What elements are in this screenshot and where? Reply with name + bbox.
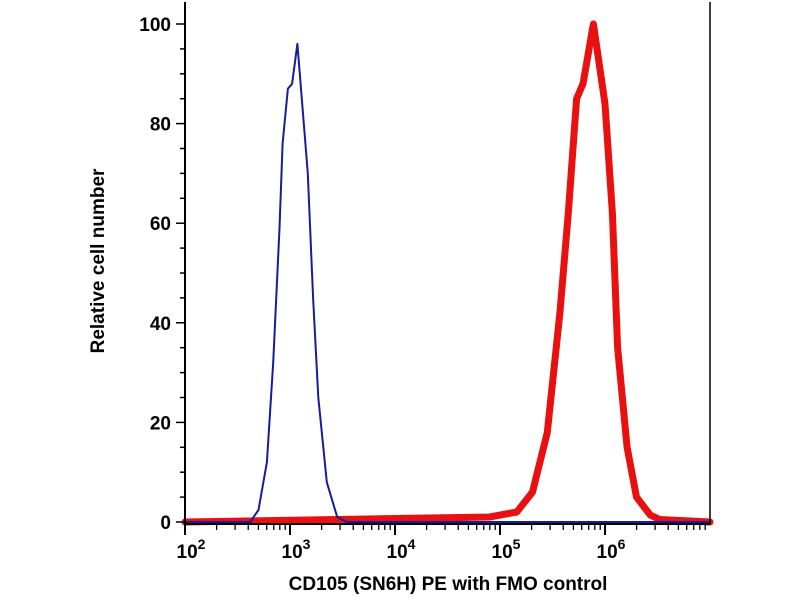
x-tick-base: 10	[597, 542, 618, 563]
y-tick-label: 0	[160, 513, 171, 534]
y-tick-label: 20	[150, 413, 171, 434]
x-tick-base: 10	[177, 542, 198, 563]
y-axis-title: Relative cell number	[88, 168, 109, 353]
x-tick-exponent: 4	[408, 536, 416, 552]
axes	[176, 2, 711, 535]
y-tick-label: 100	[139, 15, 171, 36]
y-tick-label: 40	[150, 314, 171, 335]
x-tick-label: 105	[492, 536, 521, 563]
x-tick-labels: 102 103 104 105 106	[177, 536, 626, 563]
series-layer	[181, 20, 714, 526]
x-tick-label: 102	[177, 536, 206, 563]
x-tick-exponent: 3	[303, 536, 311, 552]
x-tick-label: 104	[387, 536, 416, 563]
x-tick-label: 103	[282, 536, 311, 563]
x-tick-exponent: 5	[513, 536, 521, 552]
x-tick-exponent: 2	[198, 536, 206, 552]
series-line-0	[184, 42, 711, 523]
y-tick-label: 60	[150, 214, 171, 235]
series-line-1	[181, 20, 714, 526]
x-tick-base: 10	[282, 542, 303, 563]
y-tick-label: 80	[150, 115, 171, 136]
x-tick-label: 106	[597, 536, 626, 563]
y-tick-labels: 0 20 40 60 80 100	[139, 15, 171, 534]
x-tick-base: 10	[492, 542, 513, 563]
x-axis-title: CD105 (SN6H) PE with FMO control	[289, 574, 608, 595]
x-tick-exponent: 6	[618, 536, 626, 552]
x-tick-base: 10	[387, 542, 408, 563]
